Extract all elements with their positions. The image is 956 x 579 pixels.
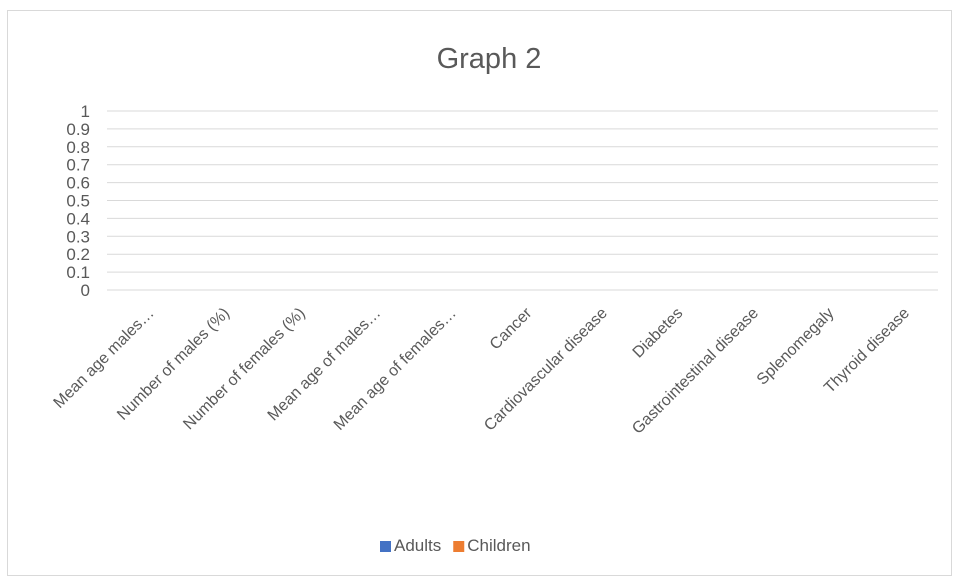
- legend-swatch-adults: [380, 541, 391, 552]
- y-tick-label: 0.4: [66, 209, 90, 228]
- y-tick-label: 0.5: [66, 192, 90, 211]
- gridlines: [107, 110, 938, 291]
- legend-swatch-children: [453, 541, 465, 552]
- y-tick-label: 1: [81, 102, 90, 121]
- y-tick-label: 0.3: [66, 227, 90, 246]
- x-category-label: Splenomegaly: [754, 305, 838, 389]
- x-axis-category-labels: Mean age males…Number of males (%)Number…: [51, 304, 914, 437]
- chart-frame: [7, 10, 952, 576]
- legend: Adults Children: [380, 536, 531, 555]
- x-category-label: Mean age of females…: [331, 305, 460, 434]
- legend-label-adults: Adults: [394, 536, 441, 555]
- y-tick-label: 0.7: [66, 156, 90, 175]
- y-tick-label: 0.2: [66, 245, 90, 264]
- chart-title: Graph 2: [437, 43, 542, 75]
- y-tick-label: 0.6: [66, 174, 90, 193]
- legend-label-children: Children: [467, 536, 530, 555]
- y-tick-label: 0: [81, 281, 90, 300]
- y-tick-label: 0.8: [66, 138, 90, 157]
- x-category-label: Cardiovascular disease: [481, 305, 611, 435]
- x-category-label: Cancer: [487, 304, 536, 353]
- y-tick-label: 0.1: [66, 263, 90, 282]
- x-category-label: Number of females (%): [180, 305, 308, 433]
- y-axis-tick-labels: 00.10.20.30.40.50.60.70.80.91: [66, 102, 90, 300]
- x-category-label: Gastrointestinal disease: [629, 305, 762, 438]
- x-category-label: Diabetes: [630, 305, 687, 362]
- y-tick-label: 0.9: [66, 120, 90, 139]
